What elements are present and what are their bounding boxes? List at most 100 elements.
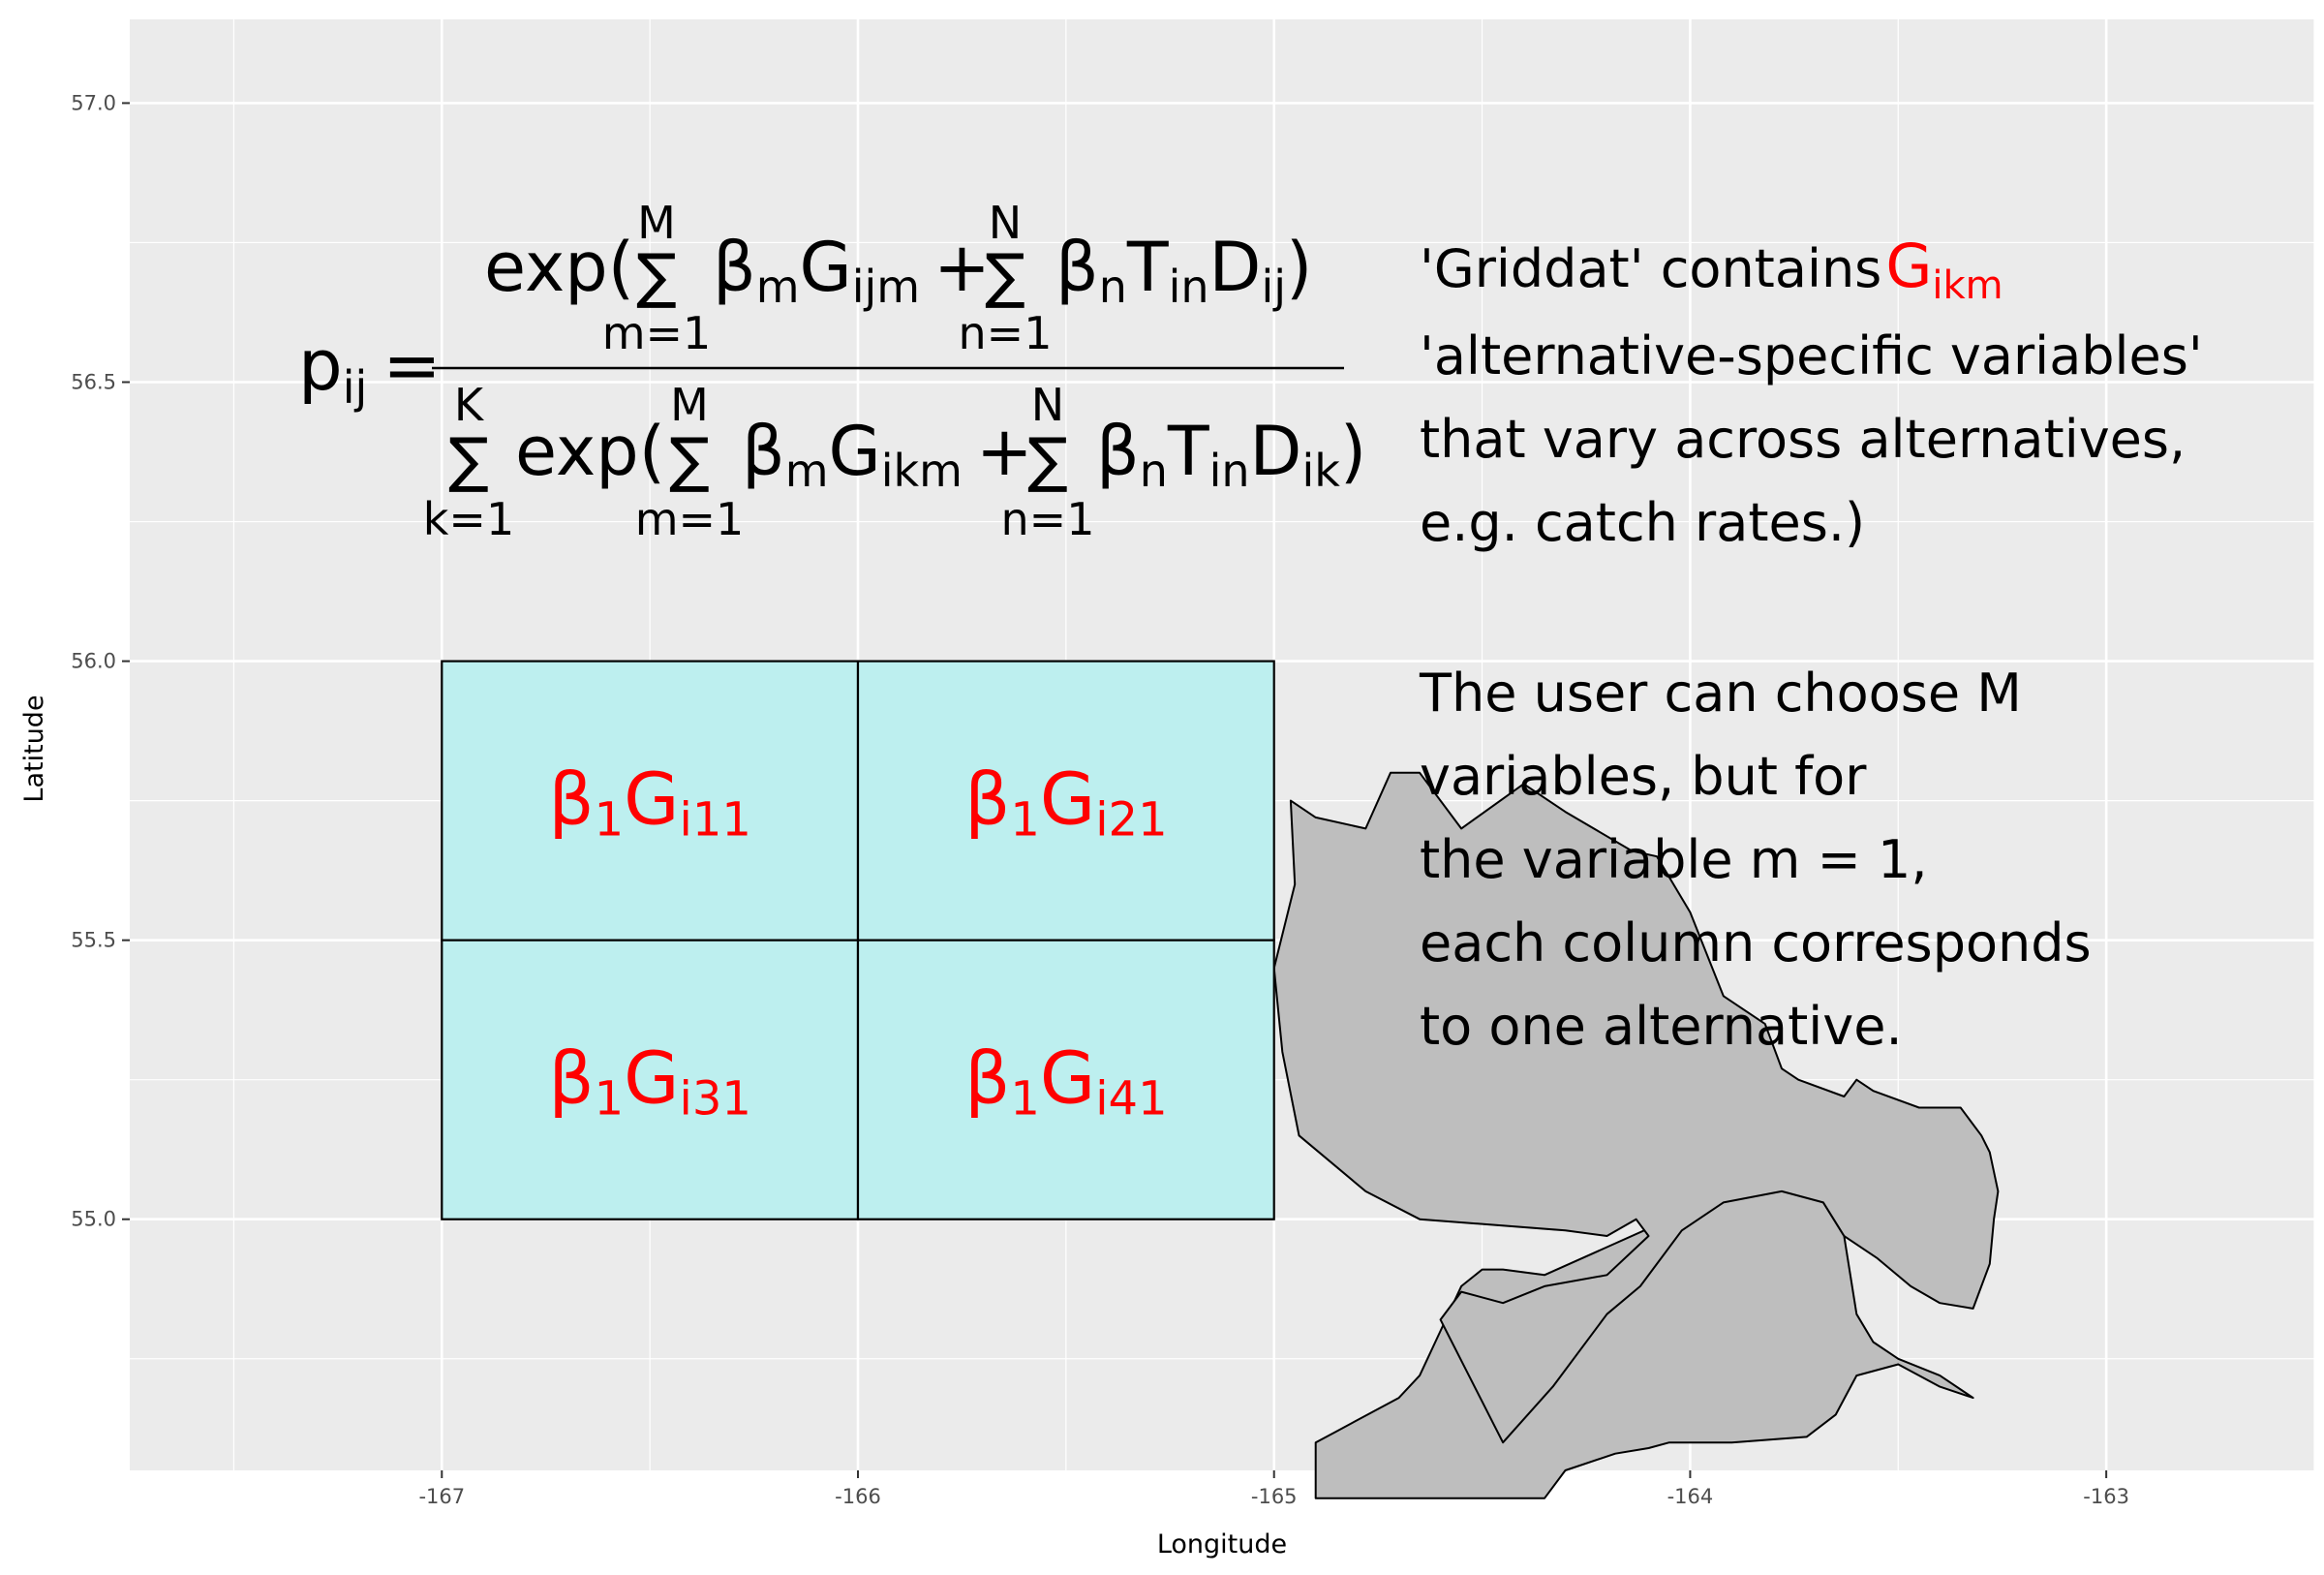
y-tick-label: 57.0 <box>71 91 116 114</box>
grid-cell-label-2: β1Gi21 <box>964 758 1168 848</box>
num-close: ) <box>1286 228 1312 307</box>
cell-label-beta-sub: 1 <box>595 1072 625 1127</box>
den-plus: + <box>976 412 1033 491</box>
cell-label-G: G <box>624 758 679 842</box>
num-sum1-upper: M <box>637 197 676 249</box>
note-line6: variables, but for <box>1420 746 1867 807</box>
formula-lhs: p <box>298 324 343 406</box>
grid-cell-3 <box>441 939 860 1220</box>
cell-label-G-sub: i31 <box>679 1072 750 1127</box>
note-line9: to one alternative. <box>1420 996 1903 1057</box>
num-beta-n-sub: n <box>1099 261 1127 313</box>
choice-probability-formula: pij = exp( M ∑ m=1 βmGijm + N ∑ n=1 βnTinD… <box>298 197 1366 545</box>
x-tick-label: -165 <box>1251 1485 1298 1508</box>
note-line1-G: G <box>1885 231 1932 301</box>
cell-label-G: G <box>1040 758 1095 842</box>
num-sum1-lower: m=1 <box>602 307 712 359</box>
cell-label-beta-sub: 1 <box>1010 1072 1040 1127</box>
num-sum2-lower: n=1 <box>959 307 1053 359</box>
svg-text:'Griddat' containsGikm: 'Griddat' containsGikm <box>1420 231 2003 308</box>
svg-text:pij=: pij = <box>298 324 442 414</box>
num-beta-m: β <box>713 228 756 307</box>
y-axis-title: Latitude <box>19 695 49 802</box>
note-line3: that vary across alternatives, <box>1420 409 2186 470</box>
land-polygons <box>1272 771 2000 1499</box>
grid-cell-label-4: β1Gi41 <box>964 1037 1168 1127</box>
den-sum2-symbol: ∑ <box>1027 424 1068 495</box>
x-tick-label: -167 <box>418 1485 465 1508</box>
den-exp: exp( <box>515 412 665 491</box>
x-tick-label: -164 <box>1667 1485 1714 1508</box>
den-beta-m: β <box>742 412 785 491</box>
note-line4: e.g. catch rates.) <box>1420 492 1865 553</box>
den-D: D <box>1250 412 1302 491</box>
den-sum2-lower: n=1 <box>1001 493 1095 545</box>
svg-text:βmGikm+: βmGikm + <box>742 412 1033 497</box>
note-line2: 'alternative-specific variables' <box>1420 325 2203 386</box>
cell-label-beta: β <box>964 1037 1010 1121</box>
den-beta-n: β <box>1096 412 1140 491</box>
formula-equals: = <box>382 324 441 406</box>
svg-text:βmGijm+: βmGijm + <box>713 228 991 313</box>
cell-label-beta-sub: 1 <box>595 793 625 848</box>
den-sum1-upper: M <box>670 379 709 431</box>
num-beta-m-sub: m <box>756 261 800 313</box>
den-close: ) <box>1340 412 1366 491</box>
y-tick-label: 56.0 <box>71 650 116 673</box>
num-sum2-symbol: ∑ <box>985 240 1025 311</box>
cell-label-beta: β <box>964 758 1010 842</box>
den-beta-n-sub: n <box>1140 445 1168 497</box>
note-line7: the variable m = 1, <box>1420 829 1928 890</box>
num-T: T <box>1126 228 1169 307</box>
den-sum1-lower: m=1 <box>635 493 745 545</box>
den-sum2-upper: N <box>1031 379 1064 431</box>
num-beta-n: β <box>1055 228 1099 307</box>
y-tick-label: 55.5 <box>71 929 116 952</box>
den-sum0-lower: k=1 <box>423 493 514 545</box>
x-tick-label: -163 <box>2083 1485 2129 1508</box>
y-axis-ticks: 55.0 55.5 56.0 56.5 57.0 <box>71 91 130 1231</box>
note-line1-G-sub: ikm <box>1932 263 2003 308</box>
y-tick-label: 55.0 <box>71 1208 116 1231</box>
note-line1-prefix: 'Griddat' contains <box>1420 238 1881 299</box>
grid-cell-1 <box>441 660 860 942</box>
den-sum1-symbol: ∑ <box>669 424 710 495</box>
den-T-sub: in <box>1209 445 1250 497</box>
cell-label-G: G <box>624 1037 679 1121</box>
den-sum0-symbol: ∑ <box>448 424 489 495</box>
land-polygon-2 <box>1272 771 2000 1444</box>
num-G-sub: ijm <box>852 261 920 313</box>
grid-cell-4 <box>856 939 1275 1220</box>
grid-cell-2 <box>856 660 1275 942</box>
cell-label-G-sub: i21 <box>1095 793 1167 848</box>
num-T-sub: in <box>1169 261 1209 313</box>
x-axis-ticks: -167 -166 -165 -164 -163 <box>418 1470 2129 1508</box>
svg-text:βnTinDij): βnTinDij) <box>1055 228 1312 313</box>
num-plus: + <box>933 228 991 307</box>
land-polygon-1 <box>1314 1189 1974 1499</box>
den-D-sub: ik <box>1301 445 1340 497</box>
note-line5: The user can choose M <box>1419 663 2022 724</box>
grid-cell-label-3: β1Gi31 <box>548 1037 751 1127</box>
x-tick-label: -166 <box>835 1485 881 1508</box>
num-D: D <box>1209 228 1262 307</box>
cell-label-G: G <box>1040 1037 1095 1121</box>
formula-lhs-sub: ij <box>343 361 368 414</box>
cell-label-beta-sub: 1 <box>1010 793 1040 848</box>
den-G-sub: ikm <box>881 445 963 497</box>
cell-label-beta: β <box>548 1037 594 1121</box>
explanation-note: 'Griddat' containsGikm 'alternative-spec… <box>1419 231 2203 1057</box>
note-line8: each column corresponds <box>1420 912 2092 973</box>
num-exp: exp( <box>484 228 634 307</box>
num-sum1-symbol: ∑ <box>636 240 677 311</box>
grid-cell-label-1: β1Gi11 <box>548 758 751 848</box>
den-sum0-upper: K <box>454 379 485 431</box>
cell-label-G-sub: i41 <box>1095 1072 1167 1127</box>
cell-label-beta: β <box>548 758 594 842</box>
svg-text:βnTinDik): βnTinDik) <box>1096 412 1366 497</box>
num-sum2-upper: N <box>989 197 1022 249</box>
num-G: G <box>800 228 852 307</box>
y-tick-label: 56.5 <box>71 371 116 394</box>
